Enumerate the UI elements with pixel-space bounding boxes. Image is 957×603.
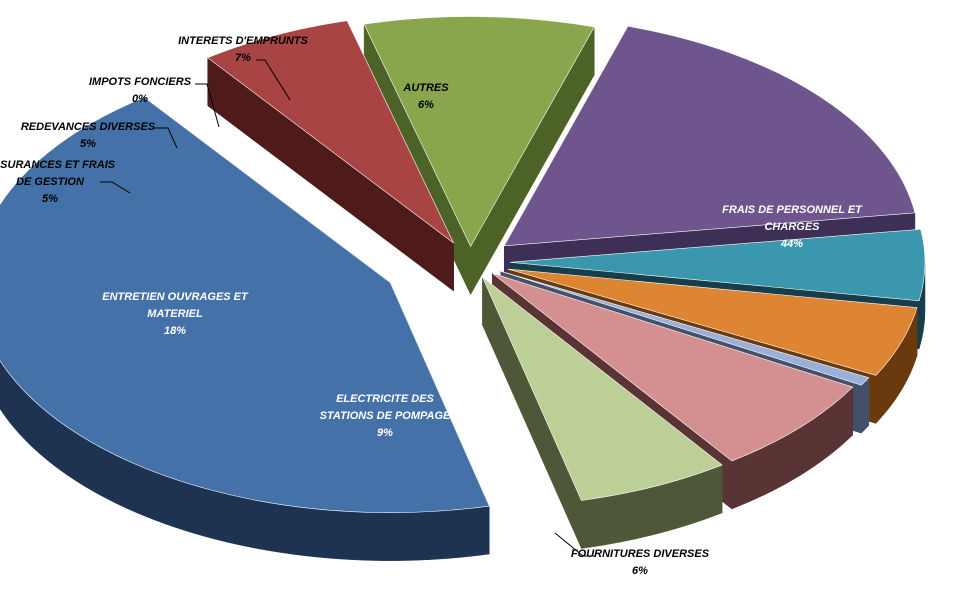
slice-impots-fonciers <box>500 270 870 386</box>
slice-label: FOURNITURES DIVERSES 6% <box>571 548 710 577</box>
slice-label: INTERETS D'EMPRUNTS 7% <box>178 35 308 64</box>
slice-autres <box>482 276 723 501</box>
leader-line <box>153 127 178 149</box>
slice-label: ENTRETIEN OUVRAGES ET MATERIEL 18% <box>102 291 249 337</box>
slice-entretien-ouvrages-et-materiel <box>503 25 916 247</box>
slice-assurances-et-frais-de-gestion <box>509 228 926 302</box>
leader-line <box>195 83 220 128</box>
leader-line <box>100 181 131 194</box>
leader-line <box>554 532 596 557</box>
slice-redevances-diverses <box>507 268 918 376</box>
slice-label: REDEVANCES DIVERSES 5% <box>21 121 156 150</box>
leader-line <box>256 59 291 101</box>
slice-label: ELECTRICITE DES STATIONS DE POMPAGE 9% <box>320 393 451 439</box>
slice-label: FRAIS DE PERSONNEL ET CHARGES 44% <box>722 204 863 250</box>
slice-label: AUTRES 6% <box>402 82 449 111</box>
slice-interets-d-emprunts <box>492 272 854 462</box>
slice-label: IMPOTS FONCIERS 0% <box>89 76 192 105</box>
slice-fournitures-diverses <box>207 20 454 244</box>
slice-frais-de-personnel-et-charges <box>0 97 490 513</box>
slice-electricite-des-stations-de-pompage <box>363 16 595 248</box>
